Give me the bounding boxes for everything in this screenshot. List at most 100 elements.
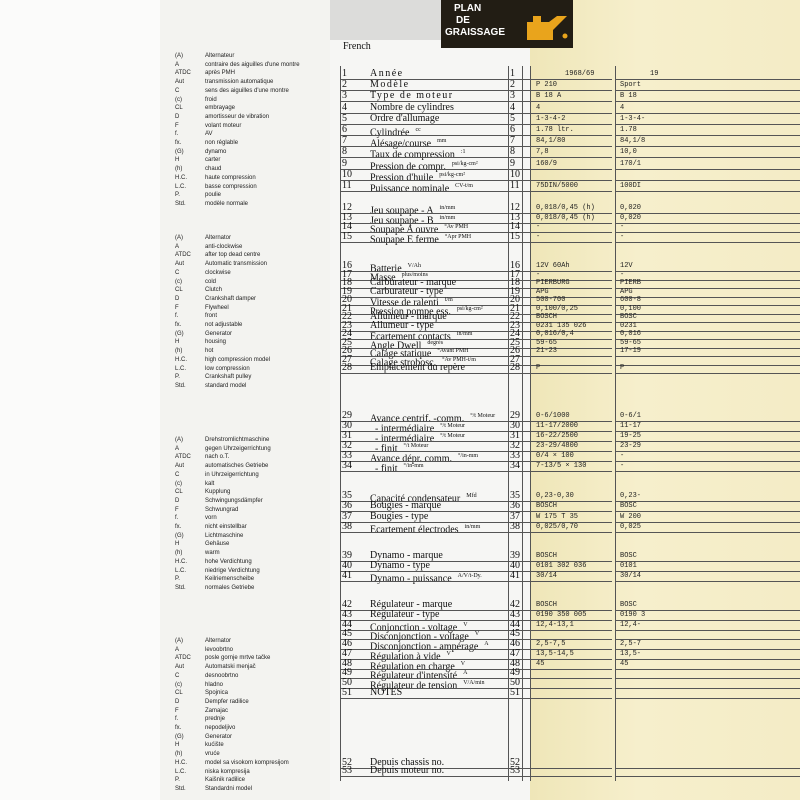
row-label: Soupape E ferme °Apr PMH [370, 234, 472, 246]
meaning: hladno [205, 681, 224, 688]
rule [530, 561, 612, 562]
meaning: transmission automatique [205, 79, 274, 86]
value: P [620, 364, 625, 372]
value: - [620, 462, 625, 470]
row-number: 47 [342, 647, 352, 659]
row-label: Disconjonction - ampérage A [370, 641, 489, 653]
rule [530, 639, 612, 640]
meaning: carter [205, 157, 221, 164]
row-number: 12 [342, 202, 352, 213]
value: 0231 [620, 321, 637, 330]
rule [340, 322, 530, 323]
row-number-right: 18 [510, 277, 520, 288]
abbr: A [175, 646, 180, 653]
row-label: Vitesse de ralenti t/m [370, 297, 453, 309]
rule [530, 191, 612, 192]
meaning: nach o.T. [205, 454, 230, 461]
value: 1.78 ltr. [536, 126, 574, 134]
row-number-right: 44 [510, 618, 520, 630]
row-number-right: 40 [510, 560, 520, 571]
rule [615, 66, 616, 781]
value: - [620, 233, 625, 242]
value: APG [620, 287, 633, 296]
row-number: 16 [342, 260, 352, 271]
meaning: Alternator [205, 638, 232, 644]
row-number: 10 [342, 168, 352, 180]
value: 13,5- [620, 649, 642, 658]
row-number-right: 19 [510, 285, 520, 297]
value: 16-22/2500 [536, 432, 579, 440]
rule [530, 619, 612, 621]
value: 0,025 [620, 522, 642, 531]
row-number-right: 22 [510, 311, 520, 322]
glossary-sheet [160, 0, 331, 800]
row-number: 14 [342, 221, 352, 233]
rule [340, 66, 341, 781]
rule [530, 66, 531, 781]
row-label: - finit °/in-mm [375, 463, 424, 475]
abbr: Aut [175, 463, 185, 470]
abbr: ATDC [175, 655, 191, 662]
rule [530, 451, 612, 452]
rule [340, 305, 530, 306]
meaning: Lichtmaschine [205, 532, 244, 539]
meaning: housing [205, 339, 227, 346]
unit: °/t Moteur [403, 443, 429, 449]
meaning: Spojnica [205, 690, 229, 697]
abbr: C [175, 471, 180, 478]
value: 500-700 [536, 296, 566, 304]
rule [615, 581, 800, 582]
row-number: 22 [342, 311, 352, 322]
rule [615, 157, 800, 158]
rule [615, 213, 800, 214]
meaning: Drehstromlichtmaschine [205, 437, 270, 443]
abbr: F [175, 707, 179, 714]
row-number-right: 25 [510, 336, 520, 348]
row-number-right: 10 [510, 168, 520, 180]
row-number-right: 52 [510, 757, 520, 768]
unit: °Av PMH [444, 224, 469, 231]
row-number-right: 11 [510, 180, 520, 191]
value: - [536, 233, 541, 242]
rule [340, 356, 530, 357]
rule [340, 571, 530, 572]
abbr: (h) [175, 550, 183, 557]
row-number: 50 [342, 677, 352, 688]
rule [340, 678, 530, 679]
rule [530, 123, 612, 125]
row-label: Régulation en charge V [370, 660, 466, 672]
meaning: kućište [205, 742, 224, 749]
abbr: (G) [175, 733, 184, 740]
rule [615, 461, 800, 462]
abbr: C [175, 672, 180, 679]
row-label: Calage statique °Avant PMH [370, 348, 469, 360]
abbr: (c) [175, 96, 182, 103]
row-number: 18 [342, 277, 352, 288]
meaning: modèle normale [205, 200, 249, 207]
meaning: Automatski menjač [205, 664, 256, 671]
rule [340, 561, 530, 562]
rule [530, 629, 612, 630]
row-number: 46 [342, 638, 352, 649]
logo-text: GRAISSAGE [445, 27, 506, 38]
row-label: Régulateur - marque [370, 599, 453, 610]
abbr: D [175, 497, 180, 504]
value: 0231 135 026 [536, 321, 587, 330]
row-label: Carburateur - marque [370, 277, 457, 288]
rule [530, 222, 612, 224]
row-number: 45 [342, 628, 352, 640]
rule [530, 322, 612, 323]
rule [530, 688, 612, 689]
value: 12,4-13,1 [536, 620, 574, 629]
rule [530, 288, 612, 289]
rule [530, 242, 612, 243]
abbr: CL [175, 690, 183, 697]
meaning: posle gornje mrtve tačke [205, 655, 271, 662]
rule [615, 356, 800, 357]
row-number: 8 [342, 146, 347, 158]
row-number-right: 47 [510, 647, 520, 659]
rule [340, 79, 530, 80]
unit: plus/moins [401, 271, 428, 278]
row-number-right: 15 [510, 231, 520, 243]
value: BOSC [620, 552, 637, 560]
